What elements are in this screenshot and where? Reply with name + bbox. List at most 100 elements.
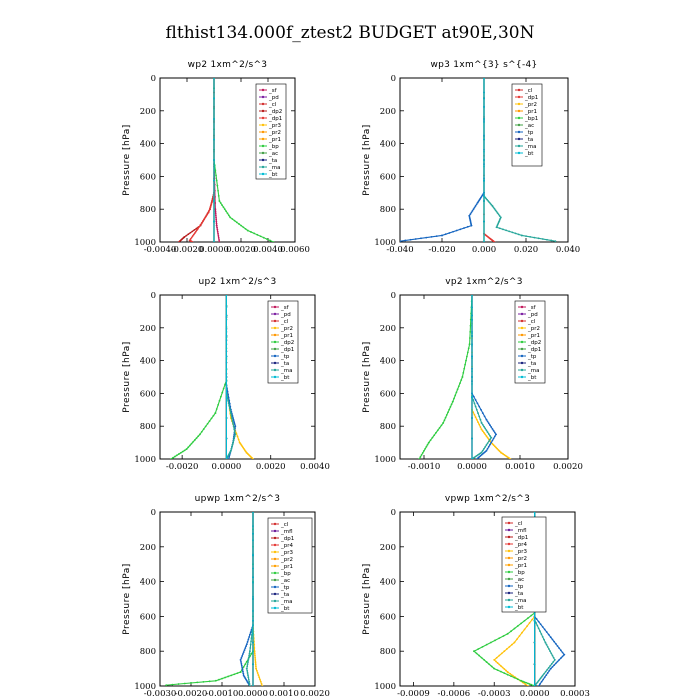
series-marker: [208, 209, 211, 212]
series-marker: [546, 668, 549, 671]
legend: _cl_dp1_pr2_pr1_bp1_ac_tp_ta_ma_bt: [511, 83, 543, 167]
series-marker: [554, 240, 557, 242]
series-marker: [463, 367, 466, 370]
series-marker: [547, 633, 550, 636]
series-marker: [248, 682, 251, 685]
y-tick-label: 1000: [374, 682, 396, 692]
series-marker: [475, 458, 478, 459]
series-marker: [253, 232, 256, 235]
series-marker: [485, 661, 488, 663]
series-marker: [474, 205, 477, 207]
series-marker: [404, 239, 407, 242]
series-marker: [479, 426, 482, 428]
series-marker: [495, 210, 498, 213]
series-marker: [189, 231, 192, 234]
panel-title: upwp 1xm^2/s^3: [195, 494, 281, 504]
series-marker: [492, 437, 495, 440]
series-marker: [531, 618, 533, 621]
series-marker: [438, 426, 441, 429]
series-marker: [209, 207, 211, 210]
series-marker: [510, 675, 512, 678]
legend-marker: [261, 137, 265, 141]
series-marker: [547, 666, 550, 669]
series-marker: [241, 666, 244, 669]
series-line-dp1: [483, 78, 495, 242]
series-marker: [516, 678, 519, 681]
legend-entry: _cl: [280, 319, 289, 325]
series-marker: [252, 619, 254, 622]
series-marker: [235, 221, 238, 224]
x-tick-label: -0.020: [428, 245, 455, 255]
series-marker: [237, 438, 240, 441]
series-marker: [225, 355, 228, 358]
series-marker: [246, 681, 249, 683]
series-marker: [509, 458, 512, 459]
series-marker: [252, 532, 254, 535]
series-marker: [480, 454, 483, 456]
y-tick-label: 1000: [374, 238, 396, 248]
panel-title: vp2 1xm^2/s^3: [445, 277, 523, 287]
series-marker: [218, 678, 220, 681]
series-marker: [247, 638, 250, 641]
series-marker: [481, 430, 484, 433]
series-marker: [524, 683, 527, 686]
legend-entry: _dp1: [527, 347, 541, 353]
legend-entry: _bt: [280, 375, 290, 381]
series-marker: [472, 399, 475, 401]
series-marker: [226, 212, 229, 215]
series-marker: [215, 216, 217, 219]
legend-marker: [273, 599, 277, 603]
series-marker: [492, 444, 495, 446]
series-marker: [179, 451, 182, 454]
y-tick-label: 600: [380, 172, 396, 182]
legend-entry: _bp: [268, 144, 279, 150]
series-marker: [225, 210, 228, 213]
series-marker: [244, 647, 247, 650]
series-marker: [493, 667, 496, 670]
series-marker: [548, 648, 550, 650]
series-marker: [492, 429, 495, 432]
series-marker: [231, 420, 234, 422]
series-marker: [245, 645, 247, 648]
series-marker: [554, 662, 557, 665]
series-marker: [252, 576, 254, 579]
series-marker: [177, 683, 180, 685]
series-marker: [514, 232, 517, 235]
series-marker: [218, 239, 220, 241]
x-tick-label: 0.0060: [280, 245, 310, 255]
series-marker: [495, 226, 498, 229]
legend-entry: _pr2: [268, 130, 281, 136]
series-marker: [240, 224, 243, 227]
series-marker: [174, 455, 176, 458]
series-marker: [481, 645, 484, 648]
series-marker: [252, 598, 254, 600]
legend-entry: _sf: [527, 305, 537, 311]
legend-entry: _ma: [280, 368, 292, 374]
series-marker: [217, 232, 219, 235]
series-marker: [215, 224, 218, 227]
series-marker: [232, 422, 234, 425]
series-marker: [471, 355, 473, 358]
series-marker: [520, 622, 523, 625]
series-marker: [484, 427, 487, 430]
legend-entry: _pr3: [280, 550, 294, 556]
series-marker: [506, 673, 509, 676]
series-marker: [172, 456, 174, 459]
x-tick-label: -0.0030: [144, 689, 177, 699]
panel-title: vpwp 1xm^2/s^3: [445, 494, 530, 504]
y-axis-label: Pressure [hPa]: [122, 124, 132, 196]
panel-4: upwp 1xm^2/s^3 Pressure [hPa] 0 200 400 600 80…: [122, 494, 330, 699]
series-marker: [496, 669, 499, 672]
series-marker: [478, 405, 481, 408]
legend-marker: [507, 549, 511, 553]
series-marker: [171, 683, 174, 686]
series-marker: [528, 622, 531, 624]
series-marker: [213, 241, 215, 242]
plot-frame: [399, 294, 569, 460]
series-marker: [419, 456, 422, 458]
legend-entry: _pr1: [527, 333, 540, 339]
legend-marker: [520, 340, 524, 344]
legend-marker: [261, 109, 265, 113]
legend-marker: [273, 326, 277, 330]
series-marker: [215, 218, 218, 221]
